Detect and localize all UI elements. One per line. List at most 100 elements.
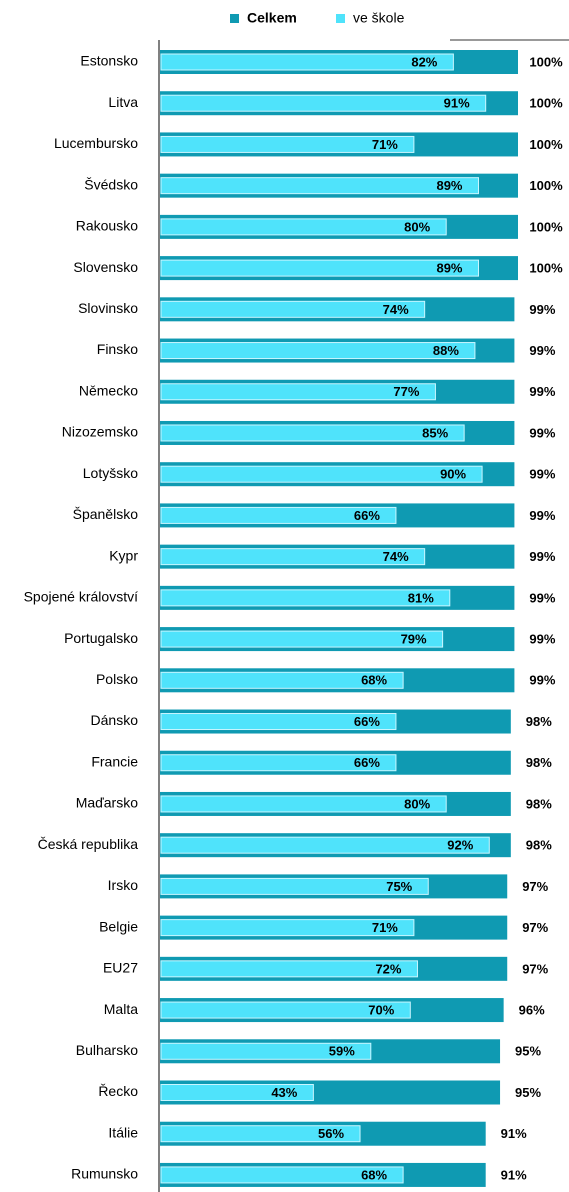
bar (160, 259, 480, 277)
bar (160, 589, 451, 607)
value-label: 74% (383, 302, 409, 317)
category-label: Francie (91, 753, 138, 769)
value-label: 91% (444, 96, 470, 111)
value-label: 89% (436, 261, 462, 276)
category-label: Německo (79, 382, 138, 398)
category-label: Belgie (99, 918, 138, 934)
category-label: Lucembursko (54, 135, 138, 151)
bar (160, 506, 397, 524)
bar (160, 1125, 361, 1143)
value-label: 89% (436, 178, 462, 193)
category-label: Irsko (108, 877, 139, 893)
value-label: 56% (318, 1126, 344, 1141)
bar (160, 1166, 404, 1184)
value-label: 91% (501, 1126, 527, 1141)
value-label: 72% (375, 961, 401, 976)
category-label: Nizozemsko (62, 424, 138, 440)
legend-label: Celkem (247, 10, 297, 26)
category-label: Portugalsko (64, 630, 138, 646)
value-label: 96% (519, 1002, 545, 1017)
bar (160, 424, 465, 442)
value-label: 95% (515, 1044, 541, 1059)
value-label: 70% (368, 1002, 394, 1017)
value-label: 88% (433, 343, 459, 358)
category-label: Spojené království (24, 589, 139, 605)
category-label: Španělsko (73, 506, 139, 522)
value-label: 66% (354, 755, 380, 770)
value-label: 92% (447, 838, 473, 853)
value-label: 95% (515, 1085, 541, 1100)
category-label: Finsko (97, 341, 138, 357)
category-label: Rumunsko (71, 1166, 138, 1182)
legend-swatch (230, 14, 239, 23)
value-label: 99% (529, 673, 555, 688)
value-label: 97% (522, 879, 548, 894)
bar (160, 548, 426, 566)
value-label: 99% (529, 425, 555, 440)
value-label: 99% (529, 302, 555, 317)
bar (160, 836, 490, 854)
bar (160, 630, 444, 648)
value-label: 99% (529, 549, 555, 564)
value-label: 99% (529, 590, 555, 605)
bar (160, 1001, 411, 1019)
category-label: Česká republika (38, 836, 139, 852)
category-label: EU27 (103, 960, 138, 976)
value-label: 71% (372, 920, 398, 935)
value-label: 98% (526, 714, 552, 729)
value-label: 99% (529, 343, 555, 358)
category-label: Kypr (109, 547, 138, 563)
value-label: 98% (526, 755, 552, 770)
bar (160, 754, 397, 772)
value-label: 80% (404, 219, 430, 234)
category-label: Švédsko (84, 176, 138, 192)
value-label: 66% (354, 714, 380, 729)
value-label: 81% (408, 590, 434, 605)
value-label: 90% (440, 467, 466, 482)
value-label: 91% (501, 1167, 527, 1182)
bar (160, 465, 483, 483)
value-label: 43% (271, 1085, 297, 1100)
value-label: 97% (522, 920, 548, 935)
value-label: 99% (529, 467, 555, 482)
bar (160, 960, 418, 978)
value-label: 75% (386, 879, 412, 894)
bar (160, 53, 454, 71)
bar (160, 713, 397, 731)
value-label: 77% (393, 384, 419, 399)
bar (160, 383, 436, 401)
value-label: 98% (526, 796, 552, 811)
value-label: 100% (529, 219, 563, 234)
category-label: Malta (104, 1001, 138, 1017)
bar (160, 218, 447, 236)
bar (160, 342, 476, 360)
category-label: Polsko (96, 671, 138, 687)
category-label: Lotyšsko (83, 465, 138, 481)
value-label: 99% (529, 632, 555, 647)
legend-swatch (336, 14, 345, 23)
bar (160, 135, 415, 153)
category-label: Estonsko (80, 53, 138, 69)
category-label: Řecko (98, 1083, 138, 1099)
legend-label: ve škole (353, 10, 405, 26)
category-label: Dánsko (91, 712, 139, 728)
bar (160, 94, 487, 112)
category-label: Itálie (108, 1124, 138, 1140)
value-label: 99% (529, 384, 555, 399)
value-label: 85% (422, 425, 448, 440)
category-label: Maďarsko (76, 795, 139, 811)
bar (160, 877, 429, 895)
value-label: 97% (522, 961, 548, 976)
value-label: 59% (329, 1044, 355, 1059)
category-label: Litva (108, 94, 138, 110)
value-label: 80% (404, 796, 430, 811)
value-label: 99% (529, 508, 555, 523)
category-label: Slovensko (73, 259, 138, 275)
category-label: Slovinsko (78, 300, 138, 316)
value-label: 100% (529, 178, 563, 193)
value-label: 100% (529, 137, 563, 152)
value-label: 66% (354, 508, 380, 523)
value-label: 79% (401, 632, 427, 647)
value-label: 68% (361, 673, 387, 688)
category-label: Rakousko (76, 218, 138, 234)
